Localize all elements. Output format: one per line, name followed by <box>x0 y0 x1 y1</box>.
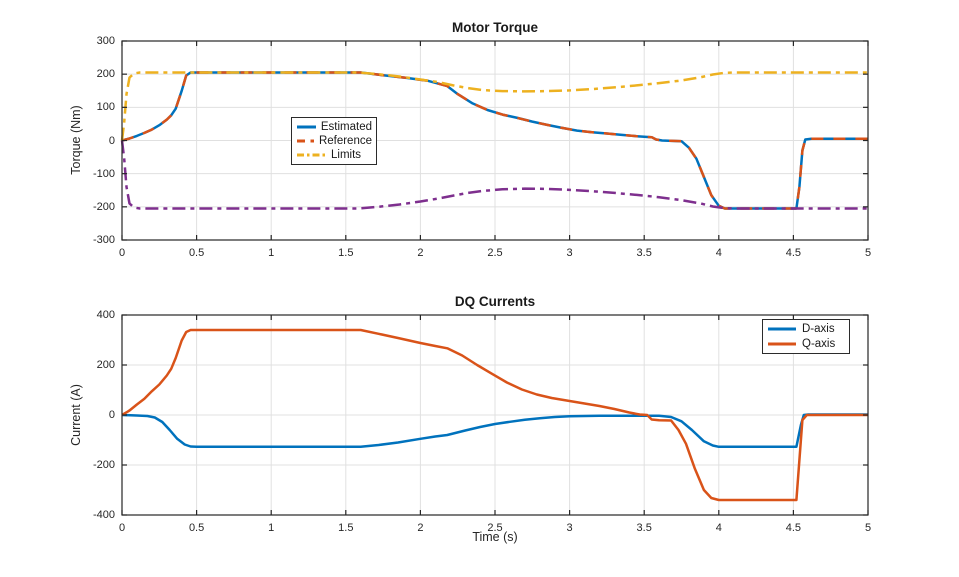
x-tick-label: 0 <box>118 247 126 259</box>
y-tick-label: 200 <box>96 68 115 81</box>
y-tick-label: 400 <box>96 309 115 321</box>
legend-label: D-axis <box>802 323 835 336</box>
legend-line-swatch <box>297 153 325 157</box>
x-tick-label: 1 <box>268 522 275 534</box>
legend-label: Estimated <box>320 121 372 133</box>
series-reference-line <box>121 71 868 210</box>
x-tick-label: 3.5 <box>636 522 652 534</box>
legend-dq-currents: D-axis Q-axis <box>762 319 850 354</box>
x-tick-label: 2.5 <box>487 247 503 259</box>
x-tick-label: 5 <box>864 522 872 534</box>
y-tick-label: 200 <box>96 359 115 371</box>
y-tick-label: 0 <box>108 134 115 147</box>
series-q-axis-line <box>121 328 868 502</box>
series-limit-lower-line <box>120 140 868 210</box>
y-tick-label: -100 <box>92 167 115 180</box>
x-tick-label: 0.5 <box>188 522 205 534</box>
x-tick-label: 2.5 <box>487 522 503 534</box>
y-tick-label: -400 <box>92 509 115 521</box>
legend-line-swatch <box>297 139 314 143</box>
x-tick-label: 3.5 <box>636 247 652 259</box>
legend-line-swatch <box>768 327 796 331</box>
legend-item-estimated: Estimated <box>296 120 372 134</box>
legend-item-q-axis: Q-axis <box>767 337 845 352</box>
x-tick-label: 3 <box>566 522 573 534</box>
x-tick-label: 1 <box>268 247 275 259</box>
x-tick-label: 4 <box>715 247 722 259</box>
y-tick-label: 0 <box>108 409 115 421</box>
x-tick-label: 4 <box>715 522 722 534</box>
chart-title-motor-torque: Motor Torque <box>452 20 538 35</box>
y-tick-label: 300 <box>96 35 115 47</box>
legend-line-swatch <box>768 342 796 346</box>
x-tick-label: 2 <box>417 247 424 259</box>
series-limit-upper-line <box>120 71 868 141</box>
y-tick-label: -200 <box>92 459 115 471</box>
x-tick-label: 1.5 <box>338 522 354 534</box>
legend-item-limits: Limits <box>296 148 372 162</box>
x-tick-label: 3 <box>566 247 573 259</box>
x-tick-label: 4.5 <box>785 522 802 534</box>
y-tick-label: -200 <box>92 200 115 213</box>
legend-item-d-axis: D-axis <box>767 322 845 337</box>
legend-label: Limits <box>331 149 362 161</box>
legend-label: Q-axis <box>802 337 836 350</box>
y-tick-label: 100 <box>96 101 115 114</box>
series-d-axis-line <box>121 413 868 449</box>
legend-line-swatch <box>297 125 316 129</box>
legend-motor-torque: Estimated Reference Limits <box>291 117 377 165</box>
chart-title-dq-currents: DQ Currents <box>454 294 536 309</box>
x-tick-label: 4.5 <box>785 247 802 259</box>
y-tick-label: -300 <box>92 234 115 246</box>
x-tick-label: 0 <box>118 522 126 534</box>
x-tick-label: 0.5 <box>188 247 205 259</box>
legend-label: Reference <box>318 135 372 147</box>
legend-item-reference: Reference <box>296 134 372 148</box>
x-tick-label: 2 <box>417 522 424 534</box>
x-tick-label: 5 <box>864 247 872 259</box>
x-axis-label-time: Time (s) <box>472 530 518 544</box>
x-tick-label: 1.5 <box>338 247 354 259</box>
